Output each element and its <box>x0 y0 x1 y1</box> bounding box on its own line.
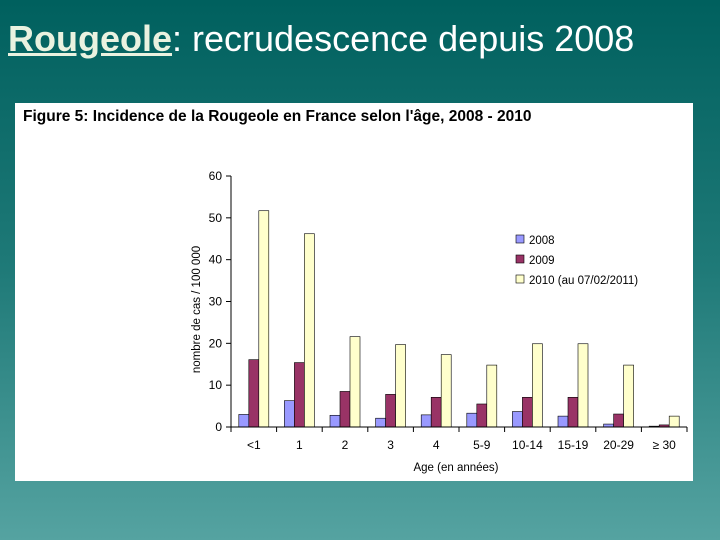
y-axis-label: nombre de cas / 100 000 <box>191 246 203 373</box>
x-tick-label: 15-19 <box>558 438 589 452</box>
bar-2008-7 <box>557 415 569 428</box>
bar-2009-7 <box>567 396 579 428</box>
x-tick-label: ≥ 30 <box>653 438 677 452</box>
legend-swatch <box>515 274 525 284</box>
bar-2009-0 <box>248 359 260 428</box>
bar-2010-2 <box>349 336 361 428</box>
x-axis-label: Age (en années) <box>413 462 498 474</box>
bar-2010-1 <box>304 233 315 428</box>
bar-2008-4 <box>420 414 432 428</box>
bar-2008-5 <box>466 412 478 428</box>
bar-2010-0 <box>258 210 270 428</box>
x-tick-label: 2 <box>342 438 349 452</box>
x-tick-label: <1 <box>247 438 261 452</box>
bar-2010-7 <box>577 343 589 428</box>
legend-swatch <box>515 254 525 264</box>
bar-2009-2 <box>339 391 351 428</box>
x-tick-label: 20-29 <box>603 438 634 452</box>
y-tick-label: 0 <box>215 420 222 434</box>
x-tick-label: 1 <box>296 438 303 452</box>
slide-title-rest: : recrudescence depuis 2008 <box>172 18 635 59</box>
bar-2008-2 <box>329 414 341 428</box>
bar-2010-3 <box>395 344 406 428</box>
y-tick-label: 10 <box>209 378 223 392</box>
bar-2010-5 <box>486 364 498 428</box>
legend-label: 2009 <box>529 255 555 267</box>
bar-2008-0 <box>238 414 250 428</box>
x-tick-label: 5-9 <box>473 438 491 452</box>
slide-title: Rougeole: recrudescence depuis 2008 <box>8 18 634 60</box>
bar-2009-5 <box>476 403 488 428</box>
bar-chart: 0 10 20 30 40 50 60 <1 1 2 3 4 5-9 10-14 15-19 20-29 ≥ 3… <box>191 169 688 474</box>
bar-2010-4 <box>440 354 452 428</box>
y-tick-label: 20 <box>209 336 223 350</box>
bar-2009-6 <box>522 396 533 428</box>
y-tick-label: 40 <box>209 253 223 267</box>
legend-swatch <box>515 234 525 244</box>
legend-label: 2010 (au 07/02/2011) <box>529 275 638 287</box>
y-tick-label: 60 <box>209 169 223 183</box>
bar-2009-8 <box>613 413 624 428</box>
bar-2009-4 <box>430 396 442 428</box>
y-tick-label: 30 <box>209 295 223 309</box>
slide-title-keyword: Rougeole <box>8 18 173 59</box>
bar-2008-6 <box>512 411 523 428</box>
x-tick-label: 4 <box>433 438 440 452</box>
legend-label: 2008 <box>529 235 555 247</box>
bar-2008-3 <box>375 417 386 428</box>
bar-2010-8 <box>623 364 634 428</box>
chart-title: Figure 5: Incidence de la Rougeole en Fr… <box>23 108 532 125</box>
bar-2009-3 <box>385 394 396 428</box>
bar-2010-6 <box>532 343 543 428</box>
x-tick-label: 10-14 <box>512 438 543 452</box>
x-tick-label: 3 <box>387 438 394 452</box>
y-tick-label: 50 <box>209 211 223 225</box>
bar-2010-9 <box>668 415 680 428</box>
bar-2009-1 <box>294 362 305 428</box>
bar-2008-1 <box>284 400 295 428</box>
chart-panel: Figure 5: Incidence de la Rougeole en Fr… <box>15 103 693 481</box>
